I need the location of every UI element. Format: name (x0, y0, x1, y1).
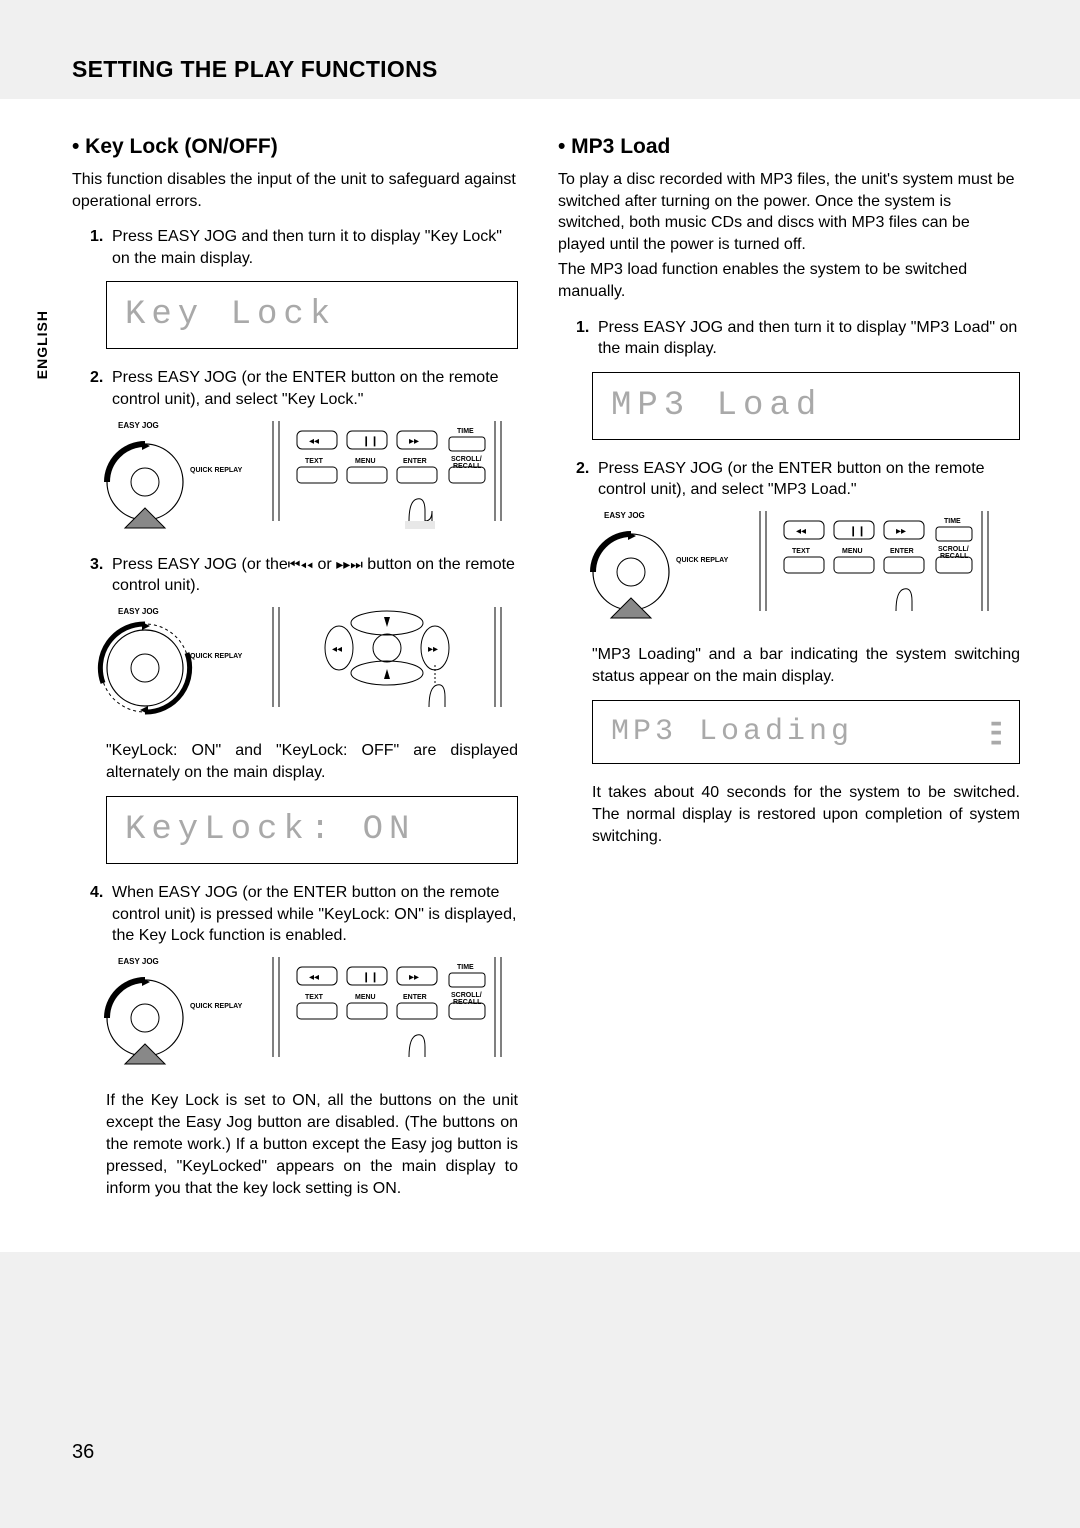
step-text: Press EASY JOG (or the ENTER button on t… (112, 367, 518, 410)
step-2: 2. Press EASY JOG (or the ENTER button o… (90, 367, 518, 410)
easy-jog-diagram: EASY JOG QUICK REPLAY (90, 957, 259, 1068)
svg-text:▸▸: ▸▸ (409, 972, 419, 983)
svg-text:ENTER: ENTER (890, 548, 914, 555)
svg-text:▸▸: ▸▸ (428, 644, 438, 655)
step-text: Press EASY JOG (or the ENTER button on t… (598, 458, 1020, 501)
step-number: 2. (576, 458, 598, 501)
mp3-intro1: To play a disc recorded with MP3 files, … (558, 169, 1020, 255)
step3-note: "KeyLock: ON" and "KeyLock: OFF" are dis… (106, 740, 518, 784)
page-title: SETTING THE PLAY FUNCTIONS (0, 0, 1080, 99)
svg-text:◂◂: ◂◂ (332, 644, 342, 655)
mp3-heading: • MP3 Load (558, 135, 1020, 159)
svg-text:TIME: TIME (457, 428, 474, 435)
svg-text:QUICK REPLAY: QUICK REPLAY (676, 557, 729, 564)
svg-text:▸▸: ▸▸ (896, 526, 906, 537)
skip-back-icon: ⏮◂◂ (288, 556, 313, 572)
svg-text:SCROLL/: SCROLL/ (938, 546, 969, 553)
svg-text:SCROLL/: SCROLL/ (451, 992, 482, 999)
svg-text:MENU: MENU (355, 994, 376, 1001)
svg-text:ENTER: ENTER (403, 994, 427, 1001)
remote-diagram: ◂◂ ❙❙ ▸▸ TIME TEXT MENU ENTER SCROLL/ RE… (269, 957, 518, 1067)
content-area: • Key Lock (ON/OFF) This function disabl… (0, 99, 1080, 1252)
remote-diagram: ◂◂ ❙❙ ▸▸ TIME TEXT MENU ENTER SCROLL/ RE… (756, 511, 1006, 621)
svg-text:TEXT: TEXT (305, 458, 324, 465)
display-mp3load: MP3 Load (592, 372, 1020, 440)
svg-text:TEXT: TEXT (792, 548, 811, 555)
remote-cross-diagram: ◂◂ ▸▸ (269, 607, 518, 717)
control-diagram-3: EASY JOG QUICK REPLAY (90, 957, 518, 1068)
step3-mid: or (313, 556, 336, 573)
step-text: Press EASY JOG and then turn it to displ… (598, 317, 1020, 360)
quick-replay-label: QUICK REPLAY (190, 467, 243, 474)
svg-text:QUICK REPLAY: QUICK REPLAY (190, 653, 243, 660)
step3-pre: Press EASY JOG (or the (112, 556, 288, 573)
mp3-step-2: 2. Press EASY JOG (or the ENTER button o… (576, 458, 1020, 501)
keylock-intro: This function disables the input of the … (72, 169, 518, 212)
mp3-intro2: The MP3 load function enables the system… (558, 259, 1020, 302)
control-diagram-1: EASY JOG QUICK REPLAY (90, 421, 518, 532)
easy-jog-diagram: EASY JOG QUICK REPLAY (90, 421, 259, 532)
step-1: 1. Press EASY JOG and then turn it to di… (90, 226, 518, 269)
step-4: 4. When EASY JOG (or the ENTER button on… (90, 882, 518, 947)
svg-text:QUICK REPLAY: QUICK REPLAY (190, 1003, 243, 1010)
control-diagram-2: EASY JOG QUICK REPLAY (90, 607, 518, 718)
svg-text:◂◂: ◂◂ (796, 526, 806, 537)
step4-note: If the Key Lock is set to ON, all the bu… (106, 1090, 518, 1200)
svg-text:TEXT: TEXT (305, 994, 324, 1001)
display-keylock: Key Lock (106, 281, 518, 349)
display-mp3loading: MP3 Loading ▬▬▬ (592, 700, 1020, 764)
right-column: • MP3 Load To play a disc recorded with … (546, 135, 1020, 1212)
mp3-note2: It takes about 40 seconds for the system… (592, 782, 1020, 848)
easy-jog-label: EASY JOG (118, 421, 259, 430)
loading-bars-icon: ▬▬▬ (991, 718, 1001, 747)
step-text: Press EASY JOG (or the⏮◂◂ or ▸▸⏭ button … (112, 554, 518, 597)
easy-jog-label: EASY JOG (118, 607, 259, 616)
easy-jog-diagram: EASY JOG QUICK REPLAY (90, 607, 259, 718)
svg-text:TIME: TIME (457, 964, 474, 971)
control-diagram-mp3: EASY JOG QUICK REPLAY (576, 511, 1020, 622)
svg-text:❙❙: ❙❙ (362, 972, 379, 983)
easy-jog-label: EASY JOG (604, 511, 746, 520)
svg-text:TIME: TIME (944, 518, 961, 525)
display-keylock-on: KeyLock: ON (106, 796, 518, 864)
skip-fwd-icon: ▸▸⏭ (336, 556, 363, 572)
svg-text:❙❙: ❙❙ (362, 436, 379, 447)
remote-diagram: ◂◂ ❙❙ ▸▸ TIME TEXT MENU ENTER SCROLL/ RE… (269, 421, 518, 531)
mp3-step-1: 1. Press EASY JOG and then turn it to di… (576, 317, 1020, 360)
svg-text:❙❙: ❙❙ (849, 526, 866, 537)
svg-text:SCROLL/: SCROLL/ (451, 456, 482, 463)
language-tab: ENGLISH (34, 310, 50, 379)
svg-text:ENTER: ENTER (403, 458, 427, 465)
step-number: 4. (90, 882, 112, 947)
svg-text:◂◂: ◂◂ (309, 972, 319, 983)
easy-jog-diagram: EASY JOG QUICK REPLAY (576, 511, 746, 622)
svg-text:MENU: MENU (355, 458, 376, 465)
keylock-heading: • Key Lock (ON/OFF) (72, 135, 518, 159)
mp3loading-text: MP3 Loading (611, 715, 853, 749)
svg-text:MENU: MENU (842, 548, 863, 555)
mp3-note1: "MP3 Loading" and a bar indicating the s… (592, 644, 1020, 688)
step-3: 3. Press EASY JOG (or the⏮◂◂ or ▸▸⏭ butt… (90, 554, 518, 597)
step-number: 2. (90, 367, 112, 410)
step-text: When EASY JOG (or the ENTER button on th… (112, 882, 518, 947)
step-number: 1. (576, 317, 598, 360)
svg-text:▸▸: ▸▸ (409, 436, 419, 447)
left-column: • Key Lock (ON/OFF) This function disabl… (72, 135, 546, 1212)
page-number: 36 (72, 1441, 94, 1464)
step-text: Press EASY JOG and then turn it to displ… (112, 226, 518, 269)
easy-jog-label: EASY JOG (118, 957, 259, 966)
svg-text:◂◂: ◂◂ (309, 436, 319, 447)
step-number: 3. (90, 554, 112, 597)
step-number: 1. (90, 226, 112, 269)
